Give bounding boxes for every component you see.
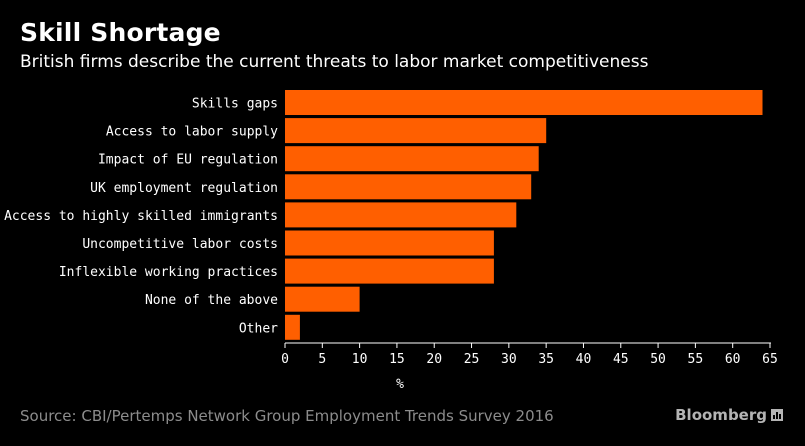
x-tick-label-20: 20 [426, 352, 442, 367]
x-tick-label-25: 25 [464, 352, 480, 367]
brand-name: Bloomberg [675, 406, 767, 424]
x-tick-label-65: 65 [762, 352, 778, 367]
bar-inflexible-working-practices [285, 258, 494, 284]
x-tick-label-40: 40 [576, 352, 592, 367]
x-tick-label-10: 10 [352, 352, 368, 367]
x-tick-label-5: 5 [318, 352, 326, 367]
bloomberg-logo: Bloomberg [675, 405, 783, 425]
x-tick-label-0: 0 [281, 352, 289, 367]
category-label-impact-of-eu-regulation: Impact of EU regulation [98, 153, 278, 168]
bar-none-of-the-above [285, 286, 360, 312]
category-labels-layer: Skills gaps Access to labor supply Impact … [4, 97, 278, 337]
bar-uncompetitive-labor-costs [285, 230, 494, 256]
bar-chart: Skills gaps Access to labor supply Impact … [4, 90, 778, 392]
chart-title: Skill Shortage [20, 18, 221, 47]
category-label-access-to-labor-supply: Access to labor supply [106, 125, 278, 140]
category-label-other: Other [239, 321, 278, 336]
bars-layer [285, 90, 763, 340]
x-axis-label: % [396, 377, 404, 392]
bar-impact-of-eu-regulation [285, 146, 539, 172]
x-tick-label-35: 35 [538, 352, 554, 367]
x-tick-label-15: 15 [389, 352, 405, 367]
category-label-uncompetitive-labor-costs: Uncompetitive labor costs [82, 237, 278, 252]
source-note: Source: CBI/Pertemps Network Group Emplo… [20, 407, 554, 425]
category-label-inflexible-working-practices: Inflexible working practices [59, 265, 278, 280]
category-label-uk-employment-regulation: UK employment regulation [90, 181, 278, 196]
x-tick-label-50: 50 [650, 352, 666, 367]
category-label-skills-gaps: Skills gaps [192, 97, 278, 112]
category-label-access-to-highly-skilled-immigrants: Access to highly skilled immigrants [4, 209, 278, 224]
x-tick-label-30: 30 [501, 352, 517, 367]
bar-access-to-highly-skilled-immigrants [285, 202, 517, 228]
bar-skills-gaps [285, 90, 763, 115]
bloomberg-chart-icon [771, 409, 783, 421]
category-label-none-of-the-above: None of the above [145, 293, 278, 308]
x-tick-label-45: 45 [613, 352, 629, 367]
x-tick-label-60: 60 [725, 352, 741, 367]
x-axis: 0 5 10 15 20 25 30 35 40 45 50 55 60 65% [281, 342, 778, 392]
bar-other [285, 314, 300, 340]
x-tick-label-55: 55 [688, 352, 704, 367]
bar-access-to-labor-supply [285, 118, 547, 144]
chart-subtitle: British firms describe the current threa… [20, 52, 649, 72]
bar-uk-employment-regulation [285, 174, 532, 200]
